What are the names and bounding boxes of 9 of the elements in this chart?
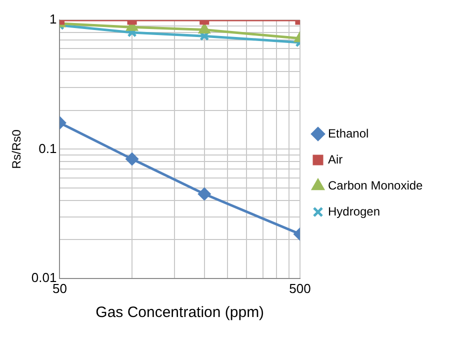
- y-tick-label: 1: [49, 12, 57, 27]
- y-axis-title: Rs/Rs0: [10, 129, 24, 169]
- x-tick-label: 500: [289, 280, 311, 296]
- legend-label: Air: [328, 152, 367, 166]
- y-tick-label: 0.1: [38, 140, 57, 156]
- legend-label: Carbon Monoxide: [328, 178, 447, 192]
- x-axis-title: Gas Concentration (ppm): [96, 304, 264, 322]
- legend-label: Ethanol: [328, 126, 393, 140]
- legend-label: Hydrogen: [328, 204, 404, 218]
